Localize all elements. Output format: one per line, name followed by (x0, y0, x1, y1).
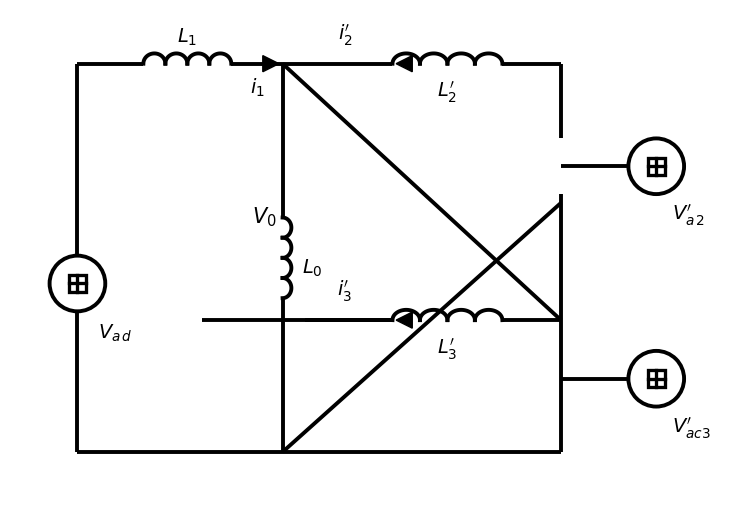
Polygon shape (263, 55, 279, 72)
Text: $i_3'$: $i_3'$ (337, 278, 352, 304)
Text: $V_{a\,2}'$: $V_{a\,2}'$ (672, 203, 705, 229)
Text: $L_2'$: $L_2'$ (437, 80, 457, 105)
Text: $L_3'$: $L_3'$ (437, 336, 458, 362)
Text: $L_1$: $L_1$ (177, 26, 197, 48)
Bar (648, 370, 665, 388)
Text: $V_0$: $V_0$ (252, 206, 276, 230)
Text: $V_{a\,d}$: $V_{a\,d}$ (98, 322, 133, 344)
Text: $i_2'$: $i_2'$ (337, 22, 352, 48)
Polygon shape (396, 55, 412, 72)
Bar (69, 275, 86, 292)
Polygon shape (396, 312, 412, 328)
Text: $i_1$: $i_1$ (250, 77, 265, 99)
Text: $L_0$: $L_0$ (302, 258, 322, 279)
Text: $V_{ac3}'$: $V_{ac3}'$ (672, 415, 711, 441)
Bar (648, 157, 665, 175)
